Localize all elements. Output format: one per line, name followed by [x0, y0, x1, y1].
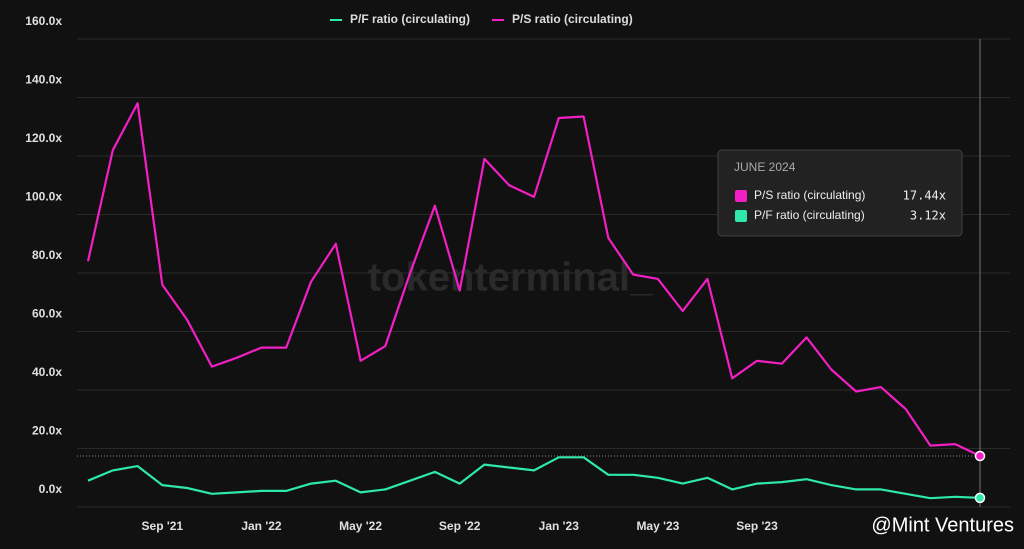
series-line: [87, 456, 981, 500]
tooltip-swatch: [735, 190, 747, 202]
x-tick-label: Sep '21: [142, 519, 184, 533]
credit: @Mint Ventures: [871, 514, 1014, 536]
tooltip-box: [717, 149, 963, 237]
tooltip-label: P/F ratio (circulating): [754, 208, 865, 222]
end-point: [974, 450, 986, 462]
y-tick-label: 140.0x: [25, 73, 62, 87]
y-tick-label: 40.0x: [32, 365, 62, 379]
tooltip-swatch: [735, 210, 747, 222]
y-tick-label: 0.0x: [39, 482, 63, 496]
y-tick-label: 20.0x: [32, 424, 62, 438]
x-tick-label: May '22: [339, 519, 382, 533]
legend-label: P/F ratio (circulating): [350, 12, 470, 26]
tooltip-title: JUNE 2024: [734, 160, 796, 174]
y-tick-label: 80.0x: [32, 248, 62, 262]
x-tick-label: May '23: [636, 519, 679, 533]
watermark: tokenterminal_: [368, 256, 653, 300]
tooltip-label: P/S ratio (circulating): [754, 188, 865, 202]
tooltip-value: 3.12x: [910, 209, 946, 223]
series-line: [86, 102, 981, 457]
legend-label: P/S ratio (circulating): [512, 12, 633, 26]
tooltip-value: 17.44x: [903, 189, 946, 203]
x-tick-label: Sep '22: [439, 519, 481, 533]
x-tick-label: Sep '23: [736, 519, 778, 533]
y-tick-label: 160.0x: [25, 14, 62, 28]
y-tick-label: 100.0x: [25, 190, 62, 204]
end-point: [974, 492, 986, 504]
x-tick-label: Jan '22: [241, 519, 282, 533]
y-tick-label: 120.0x: [25, 131, 62, 145]
x-tick-label: Jan '23: [539, 519, 580, 533]
y-tick-label: 60.0x: [32, 307, 62, 321]
